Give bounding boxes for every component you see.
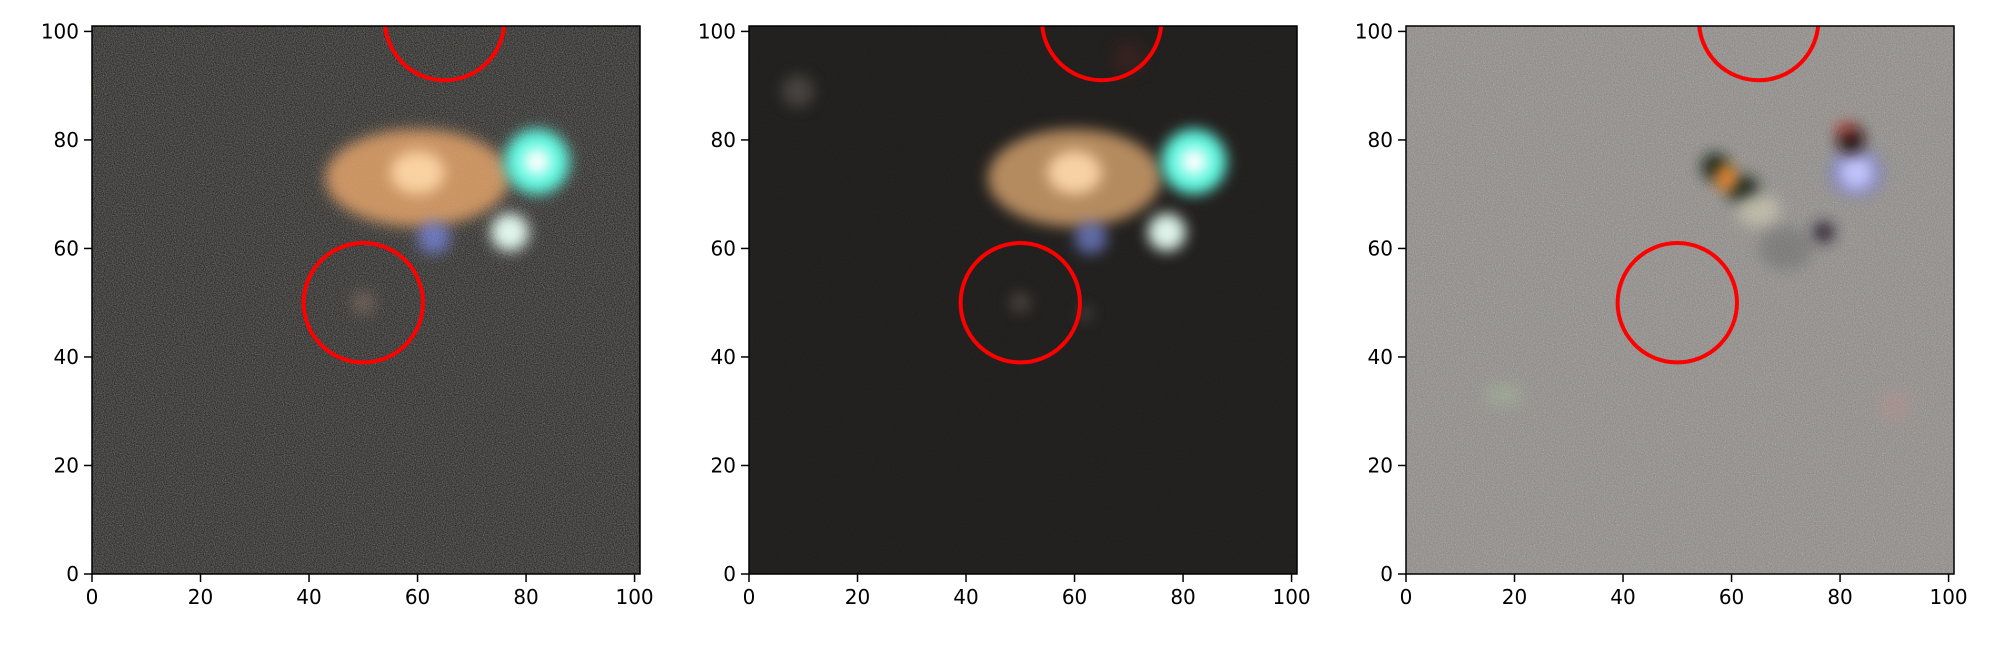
- y-tick-label: 100: [41, 19, 79, 43]
- source-faint-spot: [1078, 306, 1093, 321]
- red-circle-neighbor: [383, 26, 507, 83]
- source-faint-red-blob: [1112, 42, 1146, 75]
- source-light-residual: [1736, 194, 1781, 227]
- source-white-star: [1147, 213, 1186, 252]
- x-tick-label: 60: [1062, 585, 1087, 609]
- red-circle-neighbor: [1040, 26, 1164, 83]
- source-faint-blob: [781, 74, 815, 108]
- red-circle-neighbor: [1697, 26, 1821, 83]
- source-white-star: [490, 213, 529, 252]
- source-galaxy-core: [1047, 150, 1102, 195]
- x-tick-label: 60: [1719, 585, 1744, 609]
- y-tick-label: 20: [54, 453, 79, 477]
- image-noise: [1406, 26, 1954, 574]
- panel-image: [749, 26, 1297, 574]
- x-tick-label: 0: [1400, 585, 1413, 609]
- y-tick-label: 40: [1368, 345, 1393, 369]
- source-star-core: [1180, 148, 1208, 176]
- source-dark-spot-2: [1812, 221, 1835, 244]
- panel-residual: 00 20 20 40 40 60 60 80 80 100 100: [1355, 19, 1968, 609]
- y-tick-label: 40: [711, 345, 736, 369]
- x-tick-label: 40: [1610, 585, 1635, 609]
- x-tick-label: 40: [953, 585, 978, 609]
- red-circle-target: [301, 241, 425, 365]
- source-faint-target: [351, 290, 376, 315]
- panel-image: [92, 26, 640, 574]
- y-tick-label: 60: [54, 236, 79, 260]
- x-tick-label: 80: [513, 585, 538, 609]
- y-tick-label: 100: [698, 19, 736, 43]
- y-tick-label: 60: [1368, 236, 1393, 260]
- source-faint-target: [1010, 292, 1031, 313]
- y-tick-label: 0: [723, 562, 736, 586]
- x-tick-label: 60: [405, 585, 430, 609]
- axes-frame: [1405, 25, 1955, 575]
- y-tick-label: 80: [1368, 128, 1393, 152]
- axes-frame: [748, 25, 1298, 575]
- source-faint-dark: [1758, 226, 1813, 271]
- axes-frame: [91, 25, 641, 575]
- panel-image: [1406, 26, 1954, 574]
- source-pinkish-spot: [1878, 389, 1911, 423]
- y-tick-label: 40: [54, 345, 79, 369]
- y-tick-label: 0: [1380, 562, 1393, 586]
- x-tick-label: 0: [743, 585, 756, 609]
- x-tick-label: 80: [1827, 585, 1852, 609]
- red-circle-target: [958, 241, 1082, 365]
- x-tick-label: 100: [1272, 585, 1310, 609]
- source-orange-residual: [1715, 164, 1737, 192]
- x-tick-label: 100: [615, 585, 653, 609]
- x-tick-label: 20: [188, 585, 213, 609]
- panel-data: 00 20 20 40 40 60 60 80 80 100 100: [41, 19, 654, 609]
- x-tick-label: 0: [86, 585, 99, 609]
- source-blue-halo: [1829, 148, 1884, 197]
- y-tick-label: 80: [711, 128, 736, 152]
- panel-model: 00 20 20 40 40 60 60 80 80 100 100: [698, 19, 1311, 609]
- y-tick-label: 0: [66, 562, 79, 586]
- x-tick-label: 20: [1502, 585, 1527, 609]
- source-greenish-spot: [1484, 384, 1523, 406]
- x-tick-label: 20: [845, 585, 870, 609]
- y-tick-label: 20: [711, 453, 736, 477]
- y-tick-label: 20: [1368, 453, 1393, 477]
- y-tick-label: 60: [711, 236, 736, 260]
- source-blue-source: [417, 221, 451, 254]
- x-tick-label: 80: [1170, 585, 1195, 609]
- source-red-edge: [1834, 122, 1857, 136]
- x-tick-label: 100: [1929, 585, 1967, 609]
- x-tick-label: 40: [296, 585, 321, 609]
- source-galaxy-core: [390, 150, 445, 195]
- red-circle-target: [1615, 241, 1739, 365]
- source-star-core: [523, 148, 551, 176]
- y-tick-label: 100: [1355, 19, 1393, 43]
- y-tick-label: 80: [54, 128, 79, 152]
- source-blue-source: [1074, 221, 1108, 254]
